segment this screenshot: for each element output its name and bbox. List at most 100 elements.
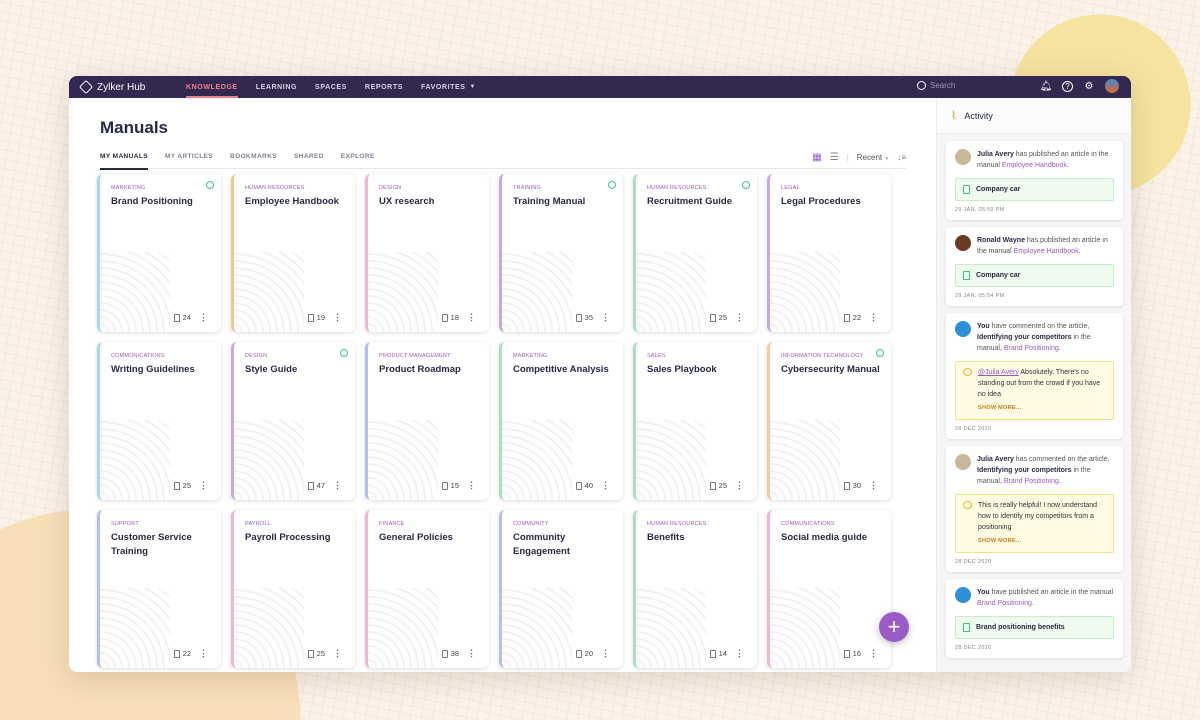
- show-more-link[interactable]: SHOW MORE...: [978, 538, 1022, 544]
- tab-bookmarks[interactable]: BOOKMARKS: [230, 153, 277, 160]
- article-count-value: 18: [450, 313, 459, 322]
- more-options-icon[interactable]: ⋮: [199, 480, 208, 490]
- sort-dropdown[interactable]: Recent ▼: [857, 153, 890, 162]
- manual-link[interactable]: Employee Handbook: [1001, 162, 1067, 169]
- more-options-icon[interactable]: ⋮: [467, 312, 476, 322]
- manual-card[interactable]: Communications Writing Guidelines 25 ⋮: [97, 342, 221, 500]
- activity-panel: ⌇ Activity Julia Avery has published an …: [936, 98, 1131, 672]
- manual-card[interactable]: Communications Social media guide 16 ⋮: [767, 510, 891, 668]
- manual-card[interactable]: Information Technology Cybersecurity Manu…: [767, 342, 891, 500]
- grid-view-icon[interactable]: ▦: [812, 152, 822, 163]
- bold-text: You: [977, 589, 990, 596]
- more-options-icon[interactable]: ⋮: [735, 312, 744, 322]
- manual-card[interactable]: Product Management Product Roadmap 15 ⋮: [365, 342, 489, 500]
- manual-card[interactable]: Human Resources Recruitment Guide 25 ⋮: [633, 174, 757, 332]
- more-options-icon[interactable]: ⋮: [333, 648, 342, 658]
- manual-card[interactable]: Marketing Competitive Analysis 40 ⋮: [499, 342, 623, 500]
- manual-category: Communications: [781, 521, 835, 527]
- search-input[interactable]: Search: [917, 81, 955, 90]
- more-options-icon[interactable]: ⋮: [869, 648, 878, 658]
- user-avatar[interactable]: [1105, 79, 1119, 93]
- tab-explore[interactable]: EXPLORE: [340, 153, 375, 160]
- activity-pulse-icon: ⌇: [951, 110, 957, 122]
- manual-category: Legal: [781, 185, 800, 191]
- more-options-icon[interactable]: ⋮: [735, 648, 744, 658]
- manual-category: Product Management: [379, 353, 451, 359]
- text: has published an article in the manual: [977, 237, 1108, 255]
- sort-label: Recent: [856, 153, 883, 162]
- nav-favorites[interactable]: FAVORITES ▼: [421, 76, 476, 98]
- manual-card[interactable]: Support Customer Service Training 22 ⋮: [97, 510, 221, 668]
- more-options-icon[interactable]: ⋮: [467, 480, 476, 490]
- more-options-icon[interactable]: ⋮: [467, 648, 476, 658]
- sort-order-icon[interactable]: ↓≡: [897, 153, 906, 162]
- add-manual-button[interactable]: +: [879, 612, 909, 642]
- tab-my-articles[interactable]: MY ARTICLES: [164, 153, 214, 160]
- article-chip[interactable]: Brand positioning benefits: [955, 616, 1114, 639]
- tab-shared[interactable]: SHARED: [293, 153, 324, 160]
- help-icon[interactable]: ?: [1062, 80, 1073, 92]
- manual-card[interactable]: Design UX research 18 ⋮: [365, 174, 489, 332]
- activity-summary: Ronald Wayne has published an article in…: [955, 235, 1114, 257]
- manual-category: Design: [245, 353, 268, 359]
- main-content: Manuals MY MANUALS MY ARTICLES BOOKMARKS…: [69, 98, 936, 672]
- more-options-icon[interactable]: ⋮: [333, 312, 342, 322]
- more-options-icon[interactable]: ⋮: [601, 648, 610, 658]
- manual-card[interactable]: Marketing Brand Positioning 24 ⋮: [97, 174, 221, 332]
- list-view-icon[interactable]: ☰: [829, 152, 839, 163]
- tab-my-manuals[interactable]: MY MANUALS: [100, 153, 148, 170]
- manual-link[interactable]: Brand Positioning: [1003, 478, 1059, 485]
- manual-link[interactable]: Employee Handbook: [1013, 248, 1079, 255]
- manual-title: Product Roadmap: [379, 364, 461, 375]
- manual-title: Social media guide: [781, 532, 868, 543]
- manual-card[interactable]: Design Style Guide 47 ⋮: [231, 342, 355, 500]
- app-logo[interactable]: Zylker Hub: [78, 79, 186, 95]
- document-icon: [441, 481, 448, 490]
- manual-title: Payroll Processing: [245, 532, 331, 543]
- more-options-icon[interactable]: ⋮: [869, 480, 878, 490]
- card-pattern-decoration: [636, 588, 706, 668]
- comment-icon: [963, 368, 972, 376]
- manual-link[interactable]: Brand Positioning: [977, 600, 1032, 607]
- article-chip[interactable]: Company car: [955, 264, 1114, 287]
- more-options-icon[interactable]: ⋮: [333, 480, 342, 490]
- nav-spaces[interactable]: SPACES: [315, 83, 347, 91]
- manual-card[interactable]: Training Training Manual 35 ⋮: [499, 174, 623, 332]
- card-pattern-decoration: [636, 420, 706, 500]
- more-options-icon[interactable]: ⋮: [199, 312, 208, 322]
- activity-feed[interactable]: Julia Avery has published an article in …: [937, 141, 1131, 658]
- shared-globe-icon: [876, 349, 884, 357]
- more-options-icon[interactable]: ⋮: [601, 480, 610, 490]
- nav-learning[interactable]: LEARNING: [255, 83, 298, 91]
- manual-card[interactable]: Sales Sales Playbook 25 ⋮: [633, 342, 757, 500]
- more-options-icon[interactable]: ⋮: [869, 312, 878, 322]
- logo-icon: [78, 79, 94, 95]
- manual-card[interactable]: Human Resources Employee Handbook 19 ⋮: [231, 174, 355, 332]
- more-options-icon[interactable]: ⋮: [199, 648, 208, 658]
- mention-link[interactable]: @Julia Avery: [978, 369, 1019, 376]
- more-options-icon[interactable]: ⋮: [735, 480, 744, 490]
- nav-knowledge[interactable]: KNOWLEDGE: [186, 76, 238, 98]
- more-options-icon[interactable]: ⋮: [601, 312, 610, 322]
- activity-summary: Julia Avery has commented on the article…: [955, 454, 1114, 487]
- manual-title: Recruitment Guide: [647, 196, 732, 207]
- manual-card[interactable]: Legal Legal Procedures 22 ⋮: [767, 174, 891, 332]
- manual-card[interactable]: Human Resources Benefits 14 ⋮: [633, 510, 757, 668]
- bold-text: Julia Avery: [977, 456, 1014, 463]
- card-pattern-decoration: [368, 252, 438, 332]
- document-icon: [173, 649, 180, 658]
- nav-reports[interactable]: REPORTS: [364, 83, 403, 91]
- manual-card[interactable]: Payroll Payroll Processing 25 ⋮: [231, 510, 355, 668]
- bold-text: You: [977, 323, 990, 330]
- document-icon: [843, 481, 850, 490]
- manual-link[interactable]: Brand Positioning: [1003, 345, 1059, 352]
- notification-bell-icon[interactable]: 🔔︎: [1039, 80, 1053, 92]
- show-more-link[interactable]: SHOW MORE...: [978, 405, 1022, 411]
- text: in the manual,: [977, 467, 1091, 485]
- manual-category: Marketing: [111, 185, 146, 191]
- manual-card[interactable]: Community Community Engagement 20 ⋮: [499, 510, 623, 668]
- gear-icon[interactable]: ⚙︎: [1084, 80, 1094, 92]
- article-chip[interactable]: Company car: [955, 178, 1114, 201]
- manual-card[interactable]: Finance General Policies 38 ⋮: [365, 510, 489, 668]
- activity-text: You have published an article in the man…: [977, 587, 1114, 609]
